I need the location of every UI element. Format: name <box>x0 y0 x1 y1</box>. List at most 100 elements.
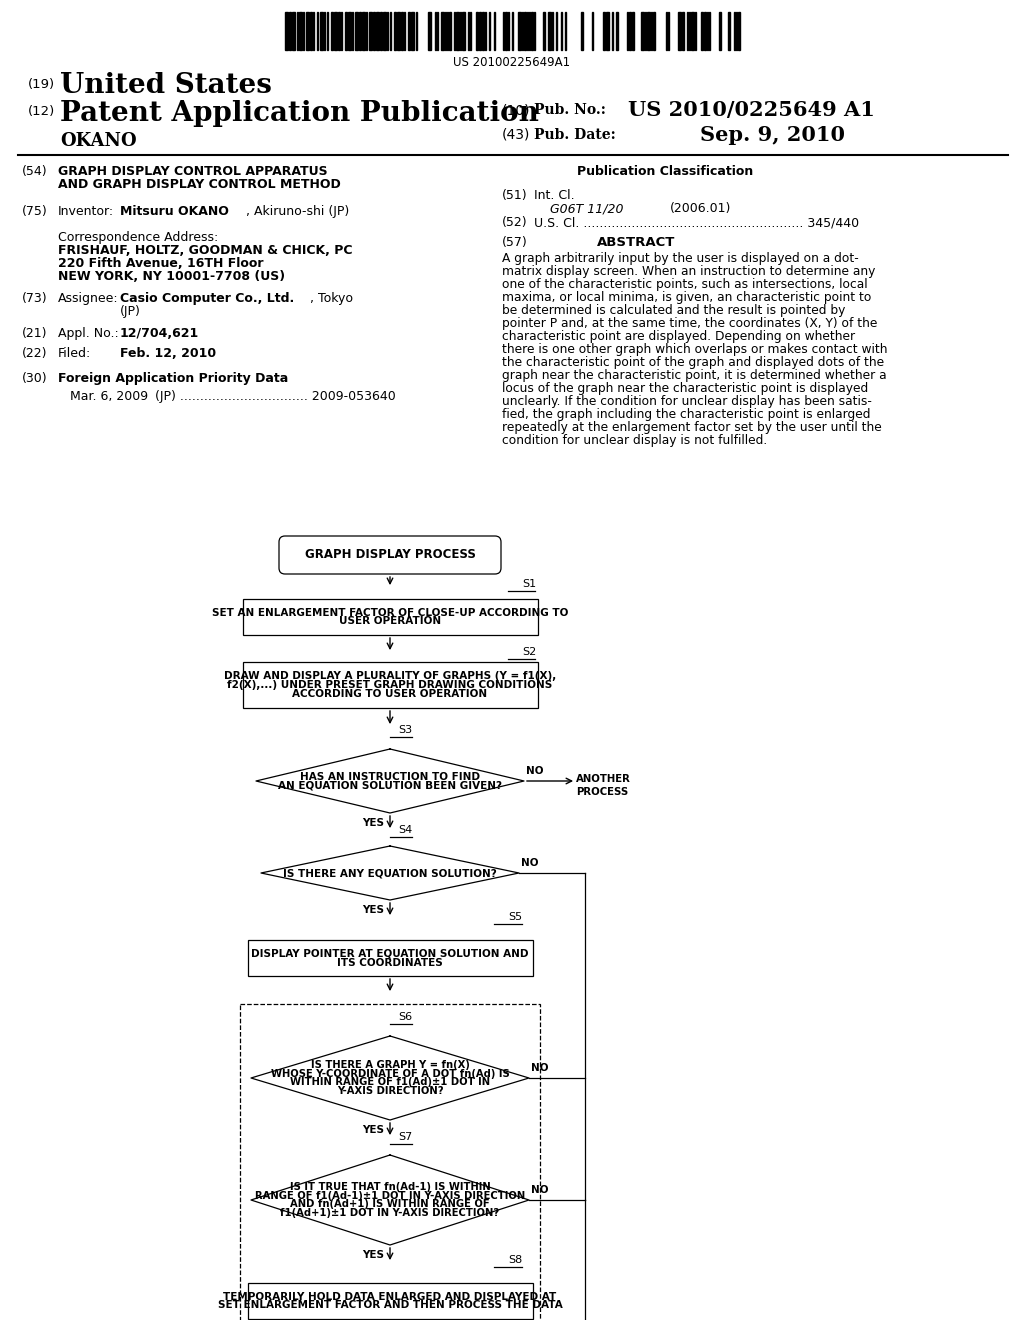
Text: (12): (12) <box>28 106 55 117</box>
Text: Int. Cl.: Int. Cl. <box>534 189 574 202</box>
Bar <box>482 12 484 50</box>
Text: IS IT TRUE THAT fn(Ad-1) IS WITHIN: IS IT TRUE THAT fn(Ad-1) IS WITHIN <box>290 1181 490 1192</box>
Text: US 2010/0225649 A1: US 2010/0225649 A1 <box>628 100 874 120</box>
Text: G06T 11/20: G06T 11/20 <box>550 202 624 215</box>
Text: (22): (22) <box>22 347 47 360</box>
Text: Foreign Application Priority Data: Foreign Application Priority Data <box>58 372 288 385</box>
Bar <box>719 12 721 50</box>
Bar <box>394 12 396 50</box>
Text: PROCESS: PROCESS <box>575 787 629 797</box>
Text: S6: S6 <box>398 1012 412 1022</box>
Text: NEW YORK, NY 10001-7708 (US): NEW YORK, NY 10001-7708 (US) <box>58 271 285 282</box>
Bar <box>479 12 481 50</box>
Text: (57): (57) <box>502 236 527 249</box>
Text: OKANO: OKANO <box>60 132 136 150</box>
Text: S3: S3 <box>398 725 412 735</box>
Bar <box>701 12 703 50</box>
Bar <box>397 12 400 50</box>
Text: YES: YES <box>362 818 384 828</box>
Bar <box>359 12 361 50</box>
Bar <box>606 12 609 50</box>
Text: (21): (21) <box>22 327 47 341</box>
Bar <box>408 12 410 50</box>
Text: locus of the graph near the characteristic point is displayed: locus of the graph near the characterist… <box>502 381 868 395</box>
Text: Pub. No.:: Pub. No.: <box>534 103 606 117</box>
Text: (19): (19) <box>28 78 55 91</box>
Text: unclearly. If the condition for unclear display has been satis-: unclearly. If the condition for unclear … <box>502 395 871 408</box>
Text: S5: S5 <box>508 912 522 921</box>
Text: Y-AXIS DIRECTION?: Y-AXIS DIRECTION? <box>337 1086 443 1096</box>
Text: (52): (52) <box>502 216 527 228</box>
Bar <box>462 12 465 50</box>
Text: Filed:: Filed: <box>58 347 91 360</box>
Text: (54): (54) <box>22 165 48 178</box>
Text: (2006.01): (2006.01) <box>670 202 731 215</box>
Text: ACCORDING TO USER OPERATION: ACCORDING TO USER OPERATION <box>293 689 487 700</box>
Text: US 20100225649A1: US 20100225649A1 <box>454 55 570 69</box>
Text: f2(X),...) UNDER PRESET GRAPH DRAWING CONDITIONS: f2(X),...) UNDER PRESET GRAPH DRAWING CO… <box>227 680 553 690</box>
Bar <box>543 12 545 50</box>
Text: (43): (43) <box>502 128 530 143</box>
Text: ANOTHER: ANOTHER <box>575 774 631 784</box>
Bar <box>505 12 507 50</box>
Text: S8: S8 <box>508 1255 522 1265</box>
Bar <box>292 12 295 50</box>
Text: Sep. 9, 2010: Sep. 9, 2010 <box>700 125 845 145</box>
Text: SET ENLARGEMENT FACTOR AND THEN PROCESS THE DATA: SET ENLARGEMENT FACTOR AND THEN PROCESS … <box>218 1300 562 1311</box>
Text: NO: NO <box>531 1063 549 1073</box>
Text: (30): (30) <box>22 372 48 385</box>
Bar <box>243 599 538 635</box>
Bar <box>369 12 372 50</box>
Text: ABSTRACT: ABSTRACT <box>597 236 676 249</box>
Bar <box>531 12 534 50</box>
Bar <box>376 12 379 50</box>
Text: f1(Ad+1)±1 DOT IN Y-AXIS DIRECTION?: f1(Ad+1)±1 DOT IN Y-AXIS DIRECTION? <box>281 1208 500 1218</box>
Bar <box>603 12 605 50</box>
Text: Patent Application Publication: Patent Application Publication <box>60 100 539 127</box>
Bar <box>299 12 302 50</box>
Text: HAS AN INSTRUCTION TO FIND: HAS AN INSTRUCTION TO FIND <box>300 771 480 781</box>
Text: maxima, or local minima, is given, an characteristic point to: maxima, or local minima, is given, an ch… <box>502 290 871 304</box>
Text: Appl. No.:: Appl. No.: <box>58 327 119 341</box>
Bar <box>428 12 431 50</box>
Text: WITHIN RANGE OF f1(Ad)±1 DOT IN: WITHIN RANGE OF f1(Ad)±1 DOT IN <box>290 1077 490 1088</box>
Bar <box>705 12 706 50</box>
Text: Feb. 12, 2010: Feb. 12, 2010 <box>120 347 216 360</box>
Bar <box>319 12 323 50</box>
Text: there is one other graph which overlaps or makes contact with: there is one other graph which overlaps … <box>502 343 888 356</box>
Text: Publication Classification: Publication Classification <box>577 165 754 178</box>
Text: (JP): (JP) <box>120 305 141 318</box>
Text: repeatedly at the enlargement factor set by the user until the: repeatedly at the enlargement factor set… <box>502 421 882 434</box>
Bar <box>243 663 538 708</box>
Text: one of the characteristic points, such as intersections, local: one of the characteristic points, such a… <box>502 279 867 290</box>
Text: (51): (51) <box>502 189 527 202</box>
Bar <box>362 12 365 50</box>
Bar <box>441 12 444 50</box>
Text: IS THERE ANY EQUATION SOLUTION?: IS THERE ANY EQUATION SOLUTION? <box>283 869 497 878</box>
Text: Inventor:: Inventor: <box>58 205 114 218</box>
Bar <box>373 12 375 50</box>
Text: 220 Fifth Avenue, 16TH Floor: 220 Fifth Avenue, 16TH Floor <box>58 257 263 271</box>
Text: 12/704,621: 12/704,621 <box>120 327 200 341</box>
Bar <box>345 12 347 50</box>
Text: DISPLAY POINTER AT EQUATION SOLUTION AND: DISPLAY POINTER AT EQUATION SOLUTION AND <box>251 949 528 958</box>
Bar <box>691 12 694 50</box>
Bar <box>331 12 333 50</box>
Text: GRAPH DISPLAY CONTROL APPARATUS: GRAPH DISPLAY CONTROL APPARATUS <box>58 165 328 178</box>
Text: Assignee:: Assignee: <box>58 292 119 305</box>
Text: Casio Computer Co., Ltd.: Casio Computer Co., Ltd. <box>120 292 294 305</box>
Bar <box>548 12 551 50</box>
Text: , Tokyo: , Tokyo <box>310 292 353 305</box>
Text: YES: YES <box>362 1250 384 1261</box>
Bar <box>401 12 403 50</box>
Text: S4: S4 <box>398 825 413 836</box>
Text: SET AN ENLARGEMENT FACTOR OF CLOSE-UP ACCORDING TO: SET AN ENLARGEMENT FACTOR OF CLOSE-UP AC… <box>212 607 568 618</box>
Text: IS THERE A GRAPH Y = fn(X): IS THERE A GRAPH Y = fn(X) <box>310 1060 469 1071</box>
Text: GRAPH DISPLAY PROCESS: GRAPH DISPLAY PROCESS <box>304 549 475 561</box>
Bar <box>632 12 634 50</box>
Bar <box>383 12 386 50</box>
Text: AND GRAPH DISPLAY CONTROL METHOD: AND GRAPH DISPLAY CONTROL METHOD <box>58 178 341 191</box>
Bar <box>647 12 650 50</box>
Text: NO: NO <box>531 1185 549 1195</box>
Bar <box>248 1283 532 1319</box>
